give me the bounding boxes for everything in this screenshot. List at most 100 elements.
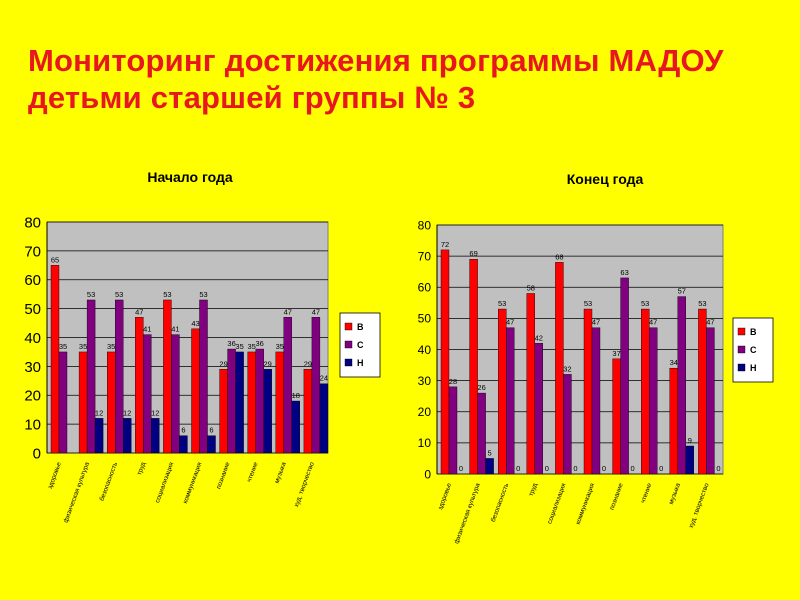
end-y-tick-label: 30 — [418, 374, 432, 388]
end-y-tick-label: 0 — [424, 467, 431, 481]
end-data-label: 0 — [716, 464, 720, 473]
chart-title-end: Конец года — [566, 171, 644, 187]
end-data-label: 72 — [441, 240, 449, 249]
end-bar-с — [563, 374, 572, 475]
end-y-tick-label: 20 — [418, 405, 432, 419]
start-bar-в — [247, 351, 256, 454]
end-bar-с — [477, 392, 486, 475]
end-data-label: 53 — [498, 299, 506, 308]
end-data-label: 0 — [631, 464, 635, 473]
start-data-label: 29 — [264, 359, 272, 368]
start-legend-swatch-в — [344, 322, 353, 331]
chart-start: 0 10 20 30 40 50 60 70 80 65 35 здоровье 35 53 12 физич… — [24, 214, 381, 524]
start-category-label: коммуникация — [182, 461, 204, 505]
start-bar-в — [163, 299, 172, 454]
start-bar-в — [303, 369, 313, 454]
end-data-label: 53 — [641, 299, 649, 308]
end-category-label: коммуникация — [575, 482, 597, 526]
end-legend-label-н: Н — [750, 363, 757, 373]
start-y-tick-label: 50 — [24, 301, 41, 318]
start-data-label: 35 — [276, 342, 284, 351]
start-bar-в — [78, 351, 88, 454]
end-category-label: социализация — [546, 482, 567, 525]
start-y-tick-label: 20 — [24, 388, 41, 405]
end-data-label: 9 — [688, 436, 692, 445]
start-legend: ВСН — [339, 312, 381, 378]
start-category-label: социализация — [154, 461, 175, 504]
start-legend-swatch-н — [344, 358, 353, 367]
end-y-tick-label: 60 — [418, 281, 432, 295]
end-data-label: 53 — [584, 299, 592, 308]
end-bar-в — [698, 308, 707, 475]
start-data-label: 12 — [123, 408, 131, 417]
end-bar-в — [555, 262, 564, 475]
end-data-label: 47 — [592, 318, 600, 327]
start-bar-с — [143, 334, 152, 454]
end-legend-swatch-н — [737, 363, 746, 372]
start-data-label: 53 — [87, 290, 95, 299]
end-bar-в — [583, 308, 593, 475]
start-data-label: 35 — [107, 342, 115, 351]
start-category-label: худ. творчество — [293, 461, 316, 508]
end-category-label: чтение — [640, 482, 654, 504]
start-bar-в — [275, 351, 284, 454]
start-bar-н — [122, 418, 132, 454]
start-data-label: 6 — [209, 426, 213, 435]
end-category-label: музыка — [668, 482, 682, 505]
end-y-tick-label: 50 — [418, 312, 432, 326]
chart-title-start: Начало года — [147, 169, 233, 185]
start-bar-н — [94, 418, 104, 454]
end-bar-с — [648, 327, 658, 475]
start-bar-в — [106, 351, 116, 454]
start-y-tick-label: 60 — [24, 272, 41, 289]
end-bar-в — [526, 293, 536, 475]
start-legend-label-в: В — [357, 322, 364, 332]
end-data-label: 68 — [555, 252, 563, 261]
start-category-label: музыка — [274, 461, 288, 484]
end-data-label: 53 — [698, 299, 706, 308]
start-data-label: 36 — [256, 339, 264, 348]
end-bar-в — [612, 358, 621, 475]
end-bar-с — [677, 296, 686, 475]
end-data-label: 57 — [678, 287, 686, 296]
end-bar-н — [485, 458, 494, 475]
end-y-tick-label: 80 — [418, 218, 432, 232]
start-data-label: 41 — [143, 325, 151, 334]
end-legend-swatch-с — [737, 345, 746, 354]
start-bar-в — [219, 369, 228, 454]
start-data-label: 24 — [320, 374, 328, 383]
start-bar-н — [151, 418, 160, 454]
start-bar-в — [135, 317, 144, 454]
end-data-label: 69 — [469, 249, 477, 258]
start-bar-с — [114, 299, 124, 454]
end-data-label: 0 — [459, 464, 463, 473]
end-data-label: 37 — [612, 349, 620, 358]
end-data-label: 26 — [477, 383, 485, 392]
start-data-label: 35 — [248, 342, 256, 351]
start-data-label: 35 — [59, 342, 67, 351]
start-category-label: физическая культура — [63, 461, 92, 524]
end-category-label: здоровье — [437, 482, 453, 511]
end-bar-с — [534, 343, 544, 475]
end-bar-в — [440, 249, 450, 475]
start-legend-label-с: С — [357, 340, 364, 350]
start-bar-в — [50, 265, 60, 454]
end-category-label: худ. творчество — [688, 482, 711, 529]
end-y-tick-label: 70 — [418, 249, 432, 263]
end-bar-в — [669, 367, 678, 475]
end-data-label: 58 — [527, 283, 535, 292]
end-category-label: безопасность — [489, 481, 511, 523]
end-data-label: 47 — [706, 318, 714, 327]
end-data-label: 0 — [573, 464, 577, 473]
start-category-label: чтение — [246, 461, 260, 483]
start-data-label: 6 — [181, 426, 185, 435]
end-bar-с — [620, 277, 629, 475]
start-legend-swatch-с — [344, 340, 353, 349]
start-category-label: познание — [215, 461, 231, 490]
start-category-label: безопасность — [98, 460, 120, 502]
end-category-label: физическая культура — [453, 482, 482, 545]
end-y-tick-label: 10 — [418, 436, 432, 450]
start-bar-с — [86, 299, 96, 454]
end-category-label: познание — [609, 482, 625, 511]
end-bar-в — [640, 308, 650, 475]
